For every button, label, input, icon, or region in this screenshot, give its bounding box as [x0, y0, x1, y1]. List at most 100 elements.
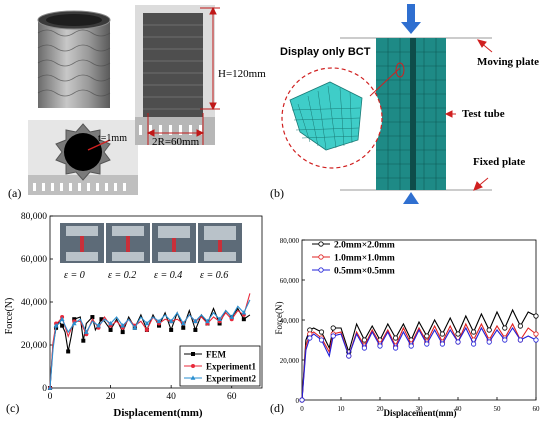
data-point	[393, 335, 399, 341]
chart-c-ylabel: Force(N)	[4, 298, 15, 335]
x-tick-label: 50	[494, 405, 502, 413]
legend-marker	[191, 352, 195, 356]
data-point	[108, 327, 113, 332]
x-tick-label: 0	[48, 392, 53, 402]
data-point	[486, 327, 492, 333]
figure-label-c: (c)	[6, 401, 19, 415]
legend-label: 2.0mm×2.0mm	[334, 241, 395, 251]
legend-marker	[318, 254, 324, 260]
dim-diameter-label: 2R=60mm	[152, 136, 200, 148]
data-point	[229, 314, 235, 319]
data-point	[180, 320, 186, 326]
y-tick-label: 20,000	[280, 357, 300, 365]
x-tick-label: 20	[106, 392, 116, 402]
data-point	[307, 335, 313, 341]
cross-section-photo	[28, 120, 138, 195]
data-point	[83, 329, 89, 334]
y-tick-label: 80,000	[280, 237, 300, 245]
strain-label-0: ε = 0	[64, 270, 85, 281]
y-tick-label: 40,000	[21, 298, 47, 308]
chart-d-ylabel: Force(N)	[274, 302, 284, 335]
chart-d-plot: 0 20,000 40,000 60,000 80,000 0 10 20 30 40 50 60 2.…	[280, 237, 540, 413]
figure-label-a: (a)	[8, 186, 22, 200]
data-point	[517, 337, 523, 343]
legend-label: Experiment1	[206, 362, 256, 372]
y-tick-label: 0	[42, 384, 47, 394]
legend-label: Experiment2	[206, 374, 256, 384]
data-point	[132, 325, 138, 330]
data-point	[533, 337, 539, 343]
data-point	[71, 320, 77, 326]
data-point	[299, 397, 305, 403]
y-tick-label: 20,000	[21, 341, 47, 351]
fem-model-figure	[281, 4, 493, 204]
data-point	[471, 341, 477, 347]
figure-label-b: (b)	[270, 186, 284, 200]
x-tick-label: 40	[455, 405, 463, 413]
series-line	[301, 326, 537, 401]
strain-label-3: ε = 0.6	[200, 270, 228, 281]
legend-label: FEM	[206, 350, 227, 360]
compression-photos-inset	[60, 223, 242, 263]
x-tick-label: 60	[227, 392, 237, 402]
data-point	[439, 341, 445, 347]
panel-b: Display only BCT Moving plate Test tube …	[270, 0, 550, 205]
panel-a: t=1mm H=120mm 2R=60mm (a)	[0, 0, 270, 205]
x-tick-label: 30	[416, 405, 424, 413]
data-point	[486, 339, 492, 345]
data-point	[217, 321, 222, 326]
legend-marker	[318, 267, 324, 273]
data-point	[53, 323, 59, 328]
y-tick-label: 80,000	[21, 212, 47, 222]
data-point	[60, 323, 65, 328]
series-line	[301, 308, 537, 401]
data-point	[361, 345, 368, 351]
chart-c: ε = 0 ε = 0.2 ε = 0.4 ε = 0.6 0 20,000 40,…	[4, 212, 263, 419]
data-point	[59, 316, 65, 321]
y-tick-label: 60,000	[280, 277, 300, 285]
dimension-lines	[146, 6, 220, 145]
data-point	[241, 310, 247, 315]
data-point	[120, 330, 125, 335]
data-point	[533, 313, 539, 319]
chart-c-xlabel: Displacement(mm)	[113, 407, 203, 419]
y-tick-label: 40,000	[280, 317, 300, 325]
dim-height-label: H=120mm	[218, 68, 266, 80]
data-point	[169, 327, 174, 332]
x-tick-label: 40	[166, 392, 176, 402]
x-tick-label: 10	[338, 405, 346, 413]
data-point	[181, 325, 186, 330]
data-point	[217, 316, 222, 321]
data-point	[377, 343, 383, 349]
data-point	[455, 331, 461, 337]
fixed-plate-label: Fixed plate	[473, 156, 526, 168]
data-point	[72, 317, 77, 322]
data-point	[424, 341, 430, 347]
data-point	[318, 329, 325, 335]
dim-thickness-label: t=1mm	[98, 133, 127, 144]
chart-d-xlabel: Displacement(mm)	[384, 408, 457, 418]
data-point	[156, 318, 162, 324]
figure-label-d: (d)	[270, 401, 284, 415]
data-point	[144, 327, 149, 332]
data-point	[361, 337, 368, 343]
data-point	[192, 318, 198, 324]
data-point	[408, 343, 414, 349]
x-tick-label: 60	[533, 405, 541, 413]
data-point	[47, 385, 53, 390]
x-tick-label: 20	[377, 405, 385, 413]
data-point	[193, 327, 198, 332]
data-point	[205, 318, 210, 324]
data-point	[144, 320, 150, 326]
strain-label-1: ε = 0.2	[108, 270, 136, 281]
data-point	[502, 337, 508, 343]
data-point	[241, 317, 246, 322]
y-tick-label: 0	[296, 397, 300, 405]
data-point	[502, 325, 508, 331]
strain-label-2: ε = 0.4	[154, 270, 182, 281]
legend-marker	[191, 364, 195, 368]
data-point	[66, 349, 71, 354]
legend-label: 1.0mm×1.0mm	[334, 254, 395, 264]
data-point	[424, 333, 430, 339]
data-point	[157, 323, 162, 328]
